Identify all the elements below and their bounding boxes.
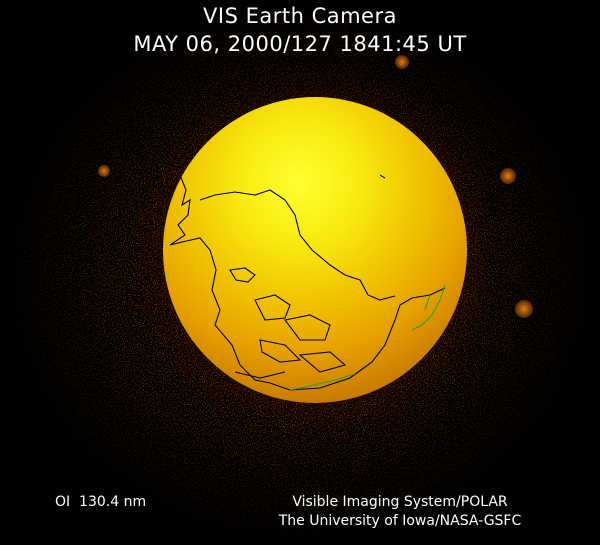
coastline [199, 189, 396, 301]
image-title: VIS Earth Camera [203, 4, 397, 28]
earth-globe [163, 97, 467, 403]
image-timestamp: MAY 06, 2000/127 1841:45 UT [133, 32, 467, 56]
credit-line-2: The University of Iowa/NASA-GSFC [278, 513, 522, 529]
star-spot [500, 168, 516, 184]
credit-line-1: Visible Imaging System/POLAR [292, 494, 508, 510]
coastline [234, 119, 406, 379]
star-spot [515, 300, 533, 318]
wavelength-label: OI 130.4 nm [55, 494, 147, 510]
coastline-green [289, 284, 446, 391]
credit-block: Visible Imaging System/POLAR The Univers… [250, 493, 550, 531]
coastline [169, 174, 446, 391]
star-spot [395, 55, 409, 69]
star-spot [98, 165, 110, 177]
coastline [229, 267, 347, 373]
